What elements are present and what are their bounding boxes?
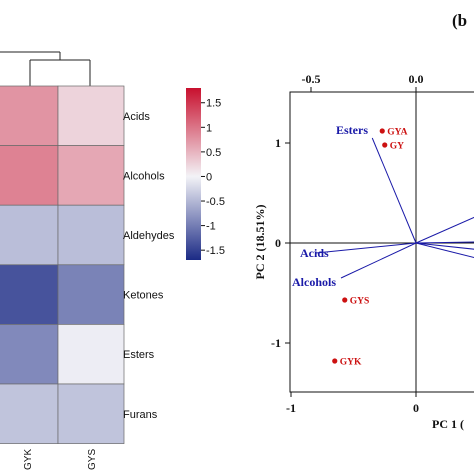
sample-point-gy: [382, 142, 388, 148]
pca-plot-frame: [289, 91, 474, 393]
sample-label-gy: GY: [390, 142, 404, 152]
colorbar: 1.5 1 0.5 0 -0.5 -1 -1.5: [186, 88, 225, 260]
loading-vector-offscreen: [415, 242, 474, 250]
heatmap-cell-alcohols-gys: [57, 145, 125, 206]
sample-label-gys: GYS: [350, 297, 370, 307]
row-label-alcohols: Alcohols: [123, 170, 165, 182]
row-label-ketones: Ketones: [123, 290, 164, 302]
heatmap-cell-furans-gys: [57, 383, 125, 444]
panel-label: (b: [452, 11, 467, 30]
heatmap-cell-furans-gyk: [0, 383, 59, 444]
pca-y-tick-label: -1: [271, 336, 281, 350]
heatmap-cell-aldehydes-gys: [57, 204, 125, 266]
loading-label-alcohols: Alcohols: [292, 275, 336, 289]
colorbar-tick-label: 0: [206, 171, 212, 183]
sample-point-gya: [379, 128, 385, 134]
heatmap-cell-acids-gyk: [0, 85, 59, 146]
pca-ticks: -1 0 1 0 -1 -0.5 0.0: [271, 72, 424, 415]
colorbar-tick-label: -1: [206, 221, 216, 233]
row-label-esters: Esters: [123, 349, 155, 361]
column-dendrogram: [0, 51, 91, 86]
pca-loadings: Esters Acids Alcohols: [292, 123, 474, 289]
colorbar-gradient: [186, 88, 201, 260]
colorbar-tick-label: -0.5: [206, 196, 225, 208]
loading-label-acids: Acids: [300, 246, 329, 260]
row-label-acids: Acids: [123, 111, 150, 123]
heatmap-cells: [0, 85, 125, 444]
colorbar-ticks: 1.5 1 0.5 0 -0.5 -1 -1.5: [201, 98, 225, 257]
heatmap-cell-ketones-gys: [57, 264, 125, 325]
column-label-gyk: GYK: [23, 449, 34, 470]
loading-vector-offscreen: [415, 216, 474, 244]
pca-top-tick-label: -0.5: [302, 72, 321, 86]
pca-samples: GYA GY GYS GYK: [332, 128, 408, 368]
heatmap-cell-ketones-gyk: [0, 264, 59, 325]
loading-vector-alcohols: [340, 242, 417, 279]
pca-y-tick-label: 1: [275, 136, 281, 150]
loading-vector-offscreen: [415, 241, 474, 244]
loading-vector-offscreen: [415, 242, 474, 259]
sample-point-gys: [342, 297, 348, 303]
loading-label-esters: Esters: [336, 123, 368, 137]
pca-y-axis-label: PC 2 (18.51%): [253, 205, 267, 280]
heatmap-cell-acids-gys: [57, 85, 125, 146]
pca-y-tick-label: 0: [275, 236, 281, 250]
sample-point-gyk: [332, 358, 338, 364]
heatmap-cell-alcohols-gyk: [0, 145, 59, 206]
heatmap-cell-aldehydes-gyk: [0, 204, 59, 266]
colorbar-tick-label: 1.5: [206, 98, 221, 110]
pca-x-tick-label: -1: [286, 401, 296, 415]
colorbar-tick-label: 1: [206, 122, 212, 134]
colorbar-tick-label: -1.5: [206, 245, 225, 257]
sample-label-gya: GYA: [387, 128, 407, 138]
loading-vector-acids: [315, 242, 417, 254]
heatmap-column-labels: GYK GYS: [23, 449, 98, 470]
colorbar-tick-label: 0.5: [206, 147, 221, 159]
heatmap-cell-esters-gyk: [0, 324, 59, 385]
heatmap-cell-esters-gys: [57, 324, 125, 385]
column-label-gys: GYS: [87, 449, 98, 470]
row-label-furans: Furans: [123, 409, 158, 421]
heatmap: Acids Alcohols Aldehydes Ketones Esters Furan…: [0, 51, 175, 470]
pca-x-tick-label: 0: [413, 401, 419, 415]
loading-vector-esters: [371, 137, 417, 244]
pca-top-tick-label: 0.0: [409, 72, 424, 86]
row-label-aldehydes: Aldehydes: [123, 230, 175, 242]
sample-label-gyk: GYK: [340, 358, 362, 368]
pca-x-axis-label: PC 1 (: [432, 417, 464, 431]
heatmap-row-labels: Acids Alcohols Aldehydes Ketones Esters Furan…: [123, 111, 175, 421]
